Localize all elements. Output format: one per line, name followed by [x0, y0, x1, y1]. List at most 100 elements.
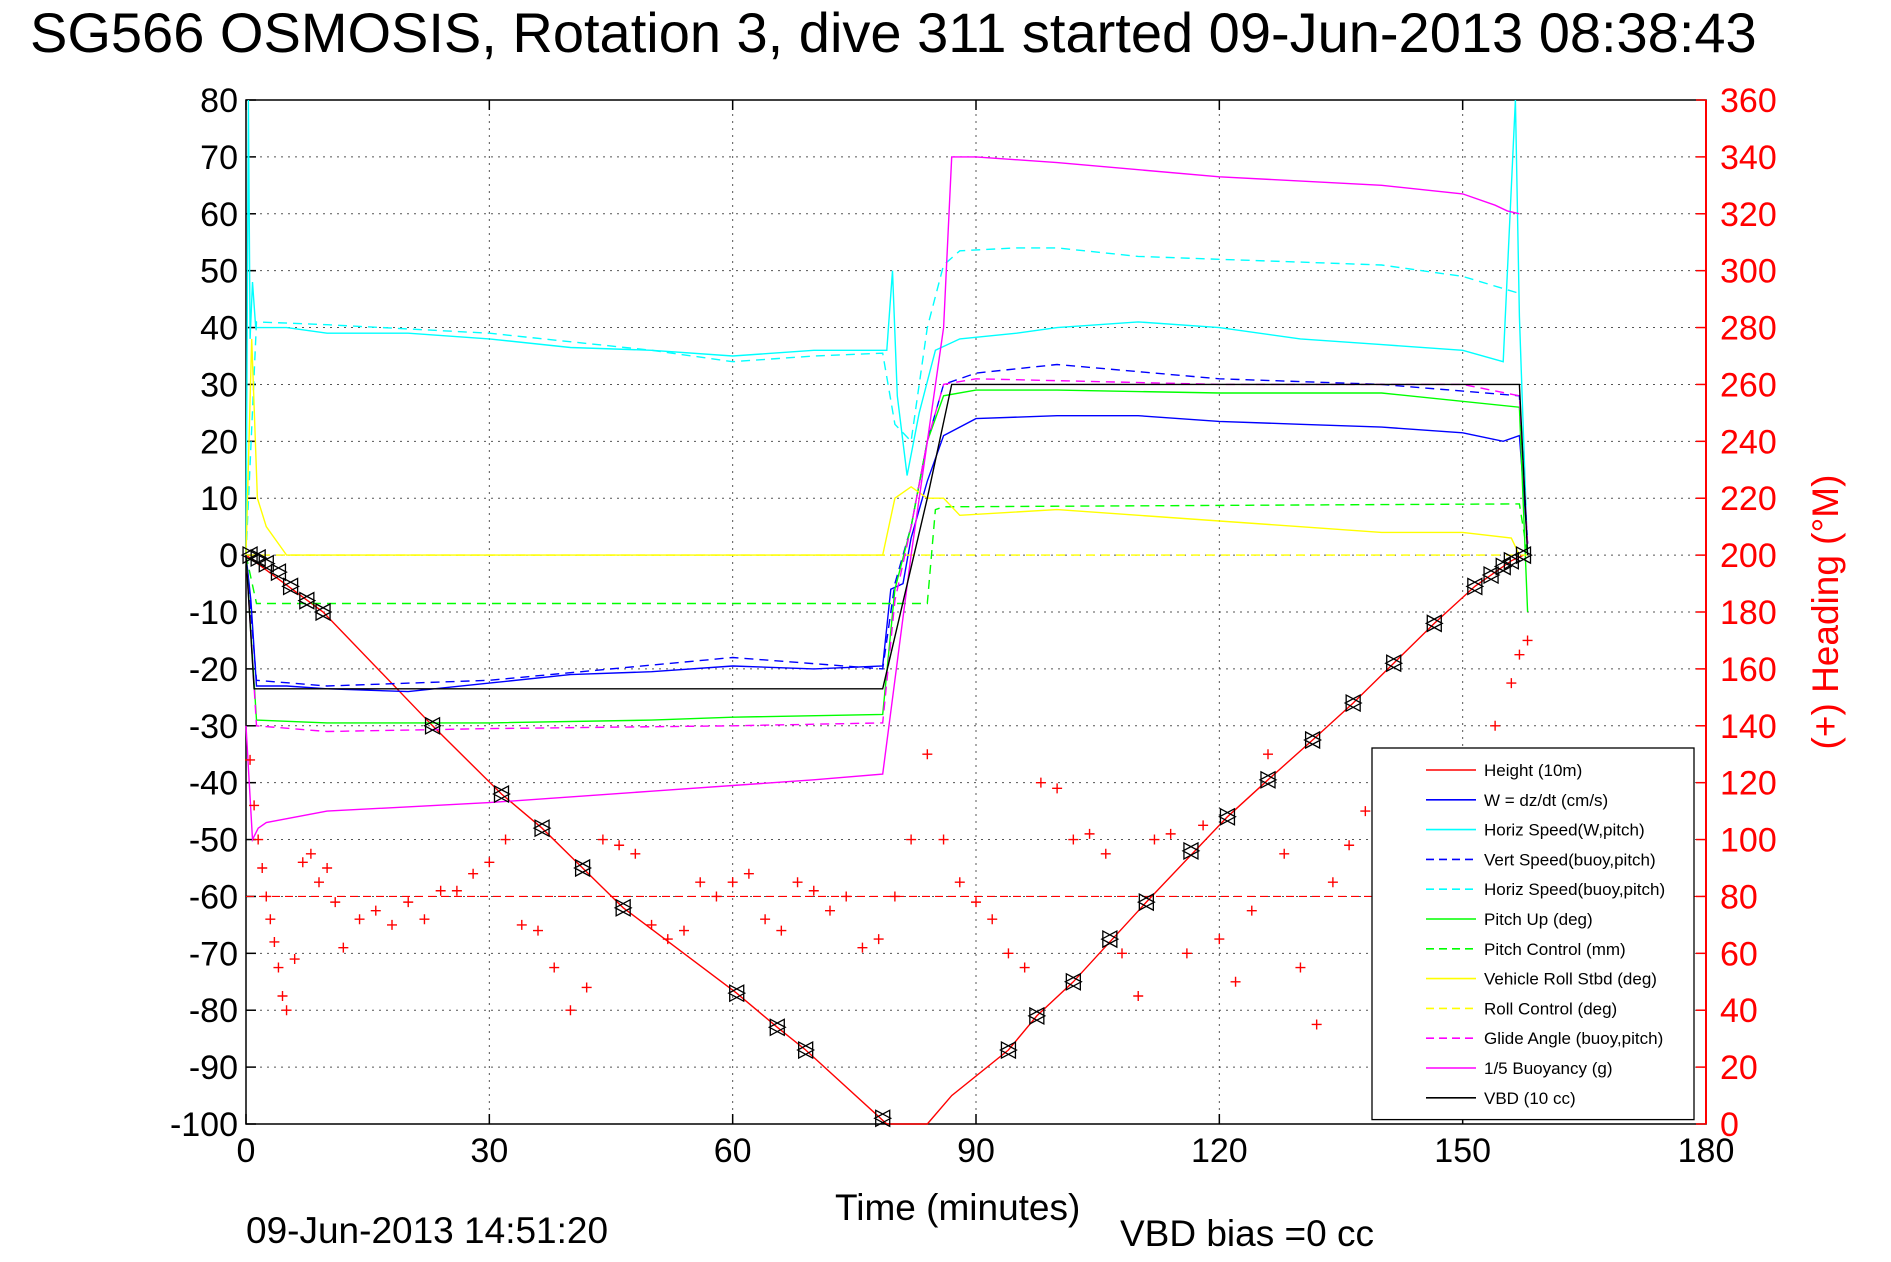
- heading-point: [906, 834, 917, 845]
- heading-point: [630, 848, 641, 859]
- heading-point: [922, 749, 933, 760]
- y-tick-label: -10: [189, 594, 238, 632]
- heading-point: [403, 897, 414, 908]
- triangle-marker: [999, 1040, 1018, 1060]
- y-tick-label: -50: [189, 822, 238, 860]
- triangle-marker: [1465, 577, 1485, 596]
- y-tick-label: -60: [189, 878, 238, 916]
- right-axis-label: (+) Heading (°M): [1805, 475, 1846, 750]
- heading-point: [597, 834, 608, 845]
- series-line: [245, 247, 1520, 556]
- legend-label: Height (10m): [1484, 761, 1582, 780]
- heading-point: [1327, 877, 1338, 888]
- heading-point: [743, 868, 754, 879]
- right-tick-label: 240: [1720, 423, 1777, 461]
- heading-point: [1279, 848, 1290, 859]
- y-tick-label: -20: [189, 651, 238, 689]
- heading-point: [841, 891, 852, 902]
- heading-point: [1165, 828, 1176, 839]
- right-tick-label: 300: [1720, 253, 1777, 291]
- heading-point: [387, 919, 397, 930]
- triangle-marker: [1181, 841, 1201, 861]
- x-tick-label: 120: [1191, 1132, 1248, 1170]
- heading-point: [1003, 948, 1014, 959]
- heading-point: [938, 834, 949, 845]
- heading-point: [1344, 840, 1355, 851]
- legend-label: Vehicle Roll Stbd (deg): [1484, 970, 1657, 989]
- y-tick-label: -40: [189, 765, 238, 803]
- legend-box: [1371, 747, 1695, 1121]
- heading-point: [825, 905, 835, 916]
- heading-point: [614, 840, 625, 851]
- triangle-marker: [1027, 1006, 1047, 1025]
- heading-point: [1100, 848, 1111, 859]
- x-tick-label: 30: [470, 1132, 508, 1170]
- triangle-marker: [1424, 614, 1444, 633]
- x-tick-label: 150: [1434, 1132, 1491, 1170]
- heading-point: [1522, 635, 1533, 646]
- triangle-marker: [1218, 807, 1237, 826]
- heading-point: [1295, 962, 1306, 973]
- footer-date: 09-Jun-2013 14:51:20: [246, 1210, 608, 1251]
- heading-point: [305, 848, 316, 859]
- heading-point: [1506, 678, 1517, 689]
- triangle-marker: [297, 591, 317, 610]
- right-tick-label: 200: [1720, 537, 1777, 575]
- triangle-marker: [313, 602, 333, 622]
- y-tick-label: -80: [189, 992, 238, 1030]
- triangle-marker: [1303, 730, 1322, 750]
- right-tick-label: 60: [1720, 935, 1758, 973]
- triangle-marker: [1136, 893, 1156, 912]
- heading-point: [695, 877, 706, 888]
- heading-point: [857, 942, 868, 953]
- heading-point: [565, 1005, 576, 1016]
- triangle-marker: [423, 716, 442, 735]
- right-tick-label: 260: [1720, 366, 1777, 404]
- right-tick-label: 220: [1720, 480, 1777, 518]
- chart-title: SG566 OSMOSIS, Rotation 3, dive 311 star…: [30, 1, 1757, 64]
- right-tick-label: 20: [1720, 1049, 1758, 1087]
- series-line: [245, 99, 1529, 556]
- heading-point: [1133, 991, 1144, 1001]
- y-tick-label: -30: [189, 708, 238, 746]
- right-tick-label: 40: [1720, 992, 1758, 1030]
- triangle-marker: [281, 577, 300, 596]
- legend-label: Pitch Control (mm): [1484, 940, 1626, 959]
- series-group: [245, 99, 1706, 1125]
- heading-markers: [245, 635, 1533, 1030]
- series-line: [245, 383, 1529, 690]
- heading-point: [727, 877, 738, 888]
- heading-point: [792, 877, 803, 888]
- heading-point: [516, 919, 527, 930]
- heading-point: [261, 891, 272, 902]
- heading-point: [289, 954, 300, 965]
- heading-point: [1052, 783, 1063, 794]
- heading-point: [1035, 777, 1046, 788]
- heading-point: [484, 857, 495, 868]
- heading-point: [776, 925, 787, 936]
- y-tick-label: 60: [200, 196, 238, 234]
- y-tick-label: 70: [200, 139, 238, 177]
- right-tick-label: 0: [1720, 1106, 1739, 1144]
- heading-point: [1514, 649, 1525, 660]
- heading-point: [971, 897, 981, 908]
- legend-label: VBD (10 cc): [1484, 1089, 1576, 1108]
- heading-point: [581, 982, 592, 993]
- y-tick-label: 50: [200, 253, 238, 291]
- right-tick-label: 80: [1720, 878, 1758, 916]
- heading-point: [1019, 962, 1030, 973]
- triangle-marker: [796, 1040, 816, 1060]
- heading-point: [338, 942, 349, 953]
- heading-point: [451, 885, 462, 896]
- triangle-marker: [727, 984, 747, 1003]
- legend-label: Pitch Up (deg): [1484, 910, 1593, 929]
- heading-point: [322, 863, 333, 873]
- heading-point: [662, 934, 673, 945]
- heading-point: [297, 857, 308, 868]
- triangle-marker: [767, 1018, 787, 1037]
- footer-bias: VBD bias =0 cc: [1120, 1213, 1374, 1254]
- legend-label: Horiz Speed(buoy,pitch): [1484, 880, 1665, 899]
- y-tick-label: -90: [189, 1049, 238, 1087]
- heading-point: [281, 1005, 292, 1016]
